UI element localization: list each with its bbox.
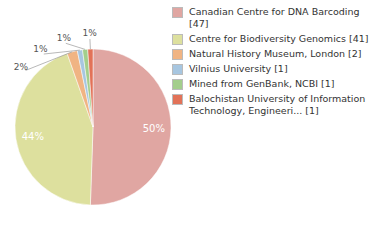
svg-text:1%: 1% (57, 33, 72, 43)
html-text:Centre for Biodiversity Genomi: Centre for Biodiversity Genomics [41] (189, 33, 369, 44)
svg-text:44%: 44% (22, 131, 44, 142)
html-text:Vilnius University [1]: Vilnius University [1] (189, 63, 288, 74)
svg-text:50%: 50% (143, 123, 165, 134)
html-text:Canadian Centre for DNA Barcod: Canadian Centre for DNA Barcoding [47] (189, 6, 360, 29)
html-text:Balochistan University of Info: Balochistan University of Information Te… (189, 93, 366, 116)
svg-text:1%: 1% (83, 28, 98, 38)
svg-text:1%: 1% (33, 44, 48, 54)
html-text:Mined from GenBank, NCBI [1]: Mined from GenBank, NCBI [1] (189, 78, 335, 89)
svg-text:2%: 2% (14, 62, 29, 72)
html-text:Natural History Museum, London: Natural History Museum, London [2] (189, 48, 362, 59)
